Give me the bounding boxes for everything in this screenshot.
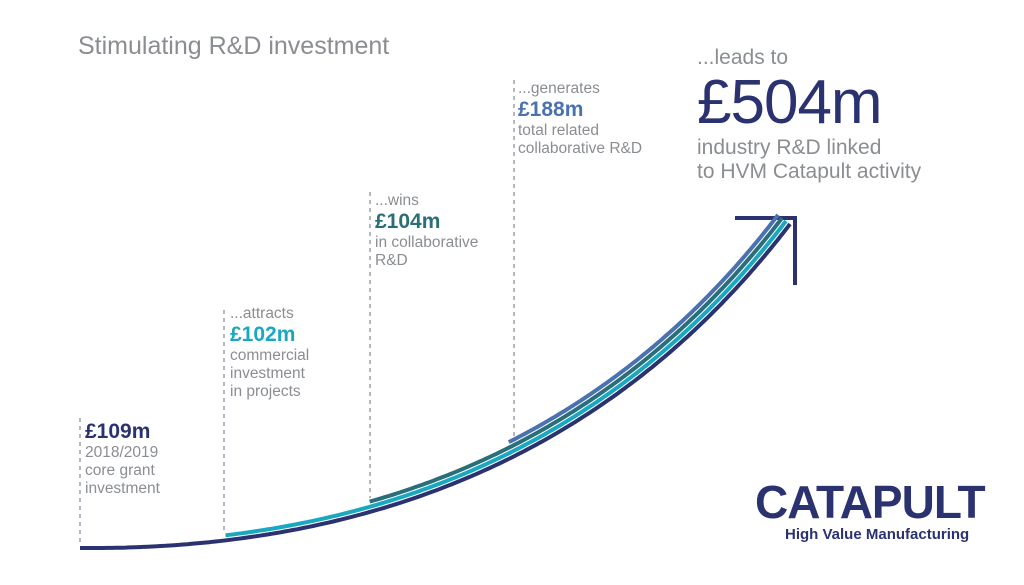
description: to HVM Catapult activity bbox=[697, 160, 922, 183]
description: in projects bbox=[230, 383, 301, 400]
verb: ...wins bbox=[375, 192, 419, 209]
description: total related bbox=[518, 122, 599, 139]
verb: ...attracts bbox=[230, 305, 294, 322]
description: industry R&D linked bbox=[697, 136, 882, 159]
amount: £504m bbox=[697, 68, 883, 137]
arrow-head bbox=[735, 216, 797, 285]
logo: CATAPULT High Value Manufacturing bbox=[755, 476, 986, 543]
description: 2018/2019 bbox=[85, 444, 159, 461]
description: in collaborative bbox=[375, 234, 479, 251]
stage: ...generates £188m total related collabo… bbox=[518, 80, 642, 158]
logo-tagline: High Value Manufacturing bbox=[785, 526, 970, 543]
verb: ...leads to bbox=[697, 46, 789, 69]
amount: £109m bbox=[85, 420, 151, 443]
description: commercial bbox=[230, 347, 310, 364]
final-stage: ...leads to £504m industry R&D linked to… bbox=[697, 46, 921, 184]
stage: ...wins £104m in collaborative R&D bbox=[375, 192, 478, 270]
growth-strand bbox=[80, 222, 792, 550]
growth-strand bbox=[507, 213, 780, 444]
description: R&D bbox=[375, 252, 408, 269]
amount: £188m bbox=[518, 98, 584, 121]
growth-strand bbox=[369, 216, 784, 504]
description: core grant bbox=[85, 462, 155, 479]
growth-strand bbox=[225, 219, 788, 538]
verb: ...generates bbox=[518, 80, 600, 97]
stage: £109m 2018/2019 core grant investment bbox=[85, 420, 160, 498]
stage: ...attracts £102m commercial investment … bbox=[230, 305, 309, 401]
description: investment bbox=[230, 365, 305, 382]
logo-name: CATAPULT bbox=[755, 476, 986, 528]
amount: £104m bbox=[375, 210, 441, 233]
description: investment bbox=[85, 480, 160, 497]
amount: £102m bbox=[230, 323, 296, 346]
dividers bbox=[79, 80, 515, 545]
title: Stimulating R&D investment bbox=[78, 32, 390, 60]
description: collaborative R&D bbox=[518, 140, 643, 157]
